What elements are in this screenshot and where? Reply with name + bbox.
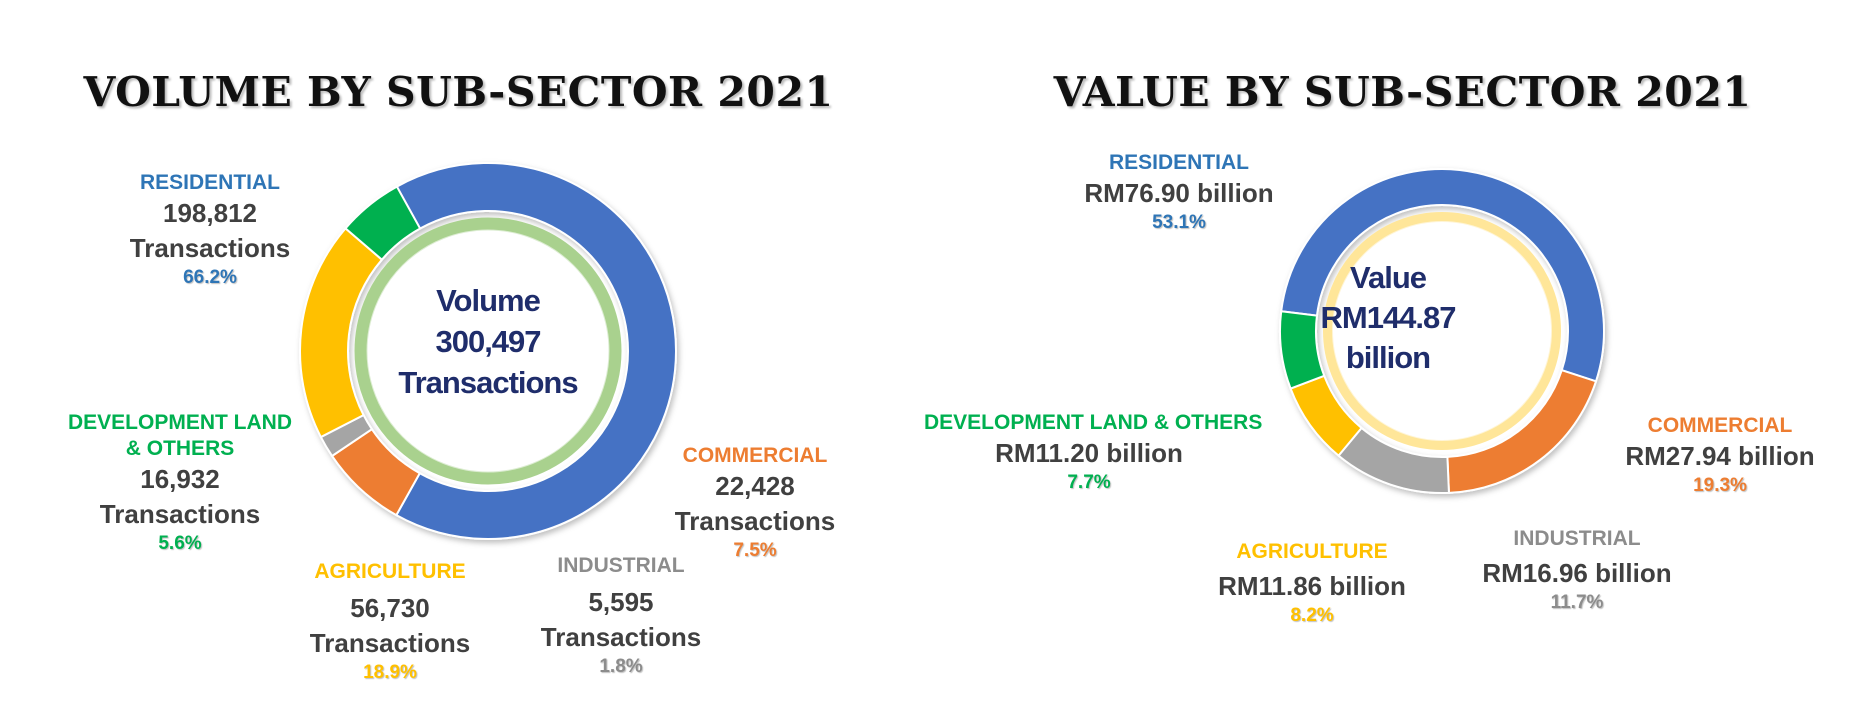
volume-label-development-percent: 5.6% [158,533,202,554]
volume-donut-chart [299,162,677,540]
volume-label-commercial-name: COMMERCIAL [682,444,828,467]
value-label-commercial-percent: 19.3% [1693,475,1747,496]
value-slice-residential [1280,168,1605,383]
volume-label-residential-unit: Transactions [129,233,291,263]
volume-label-development-name: DEVELOPMENT LAND [67,411,292,434]
value-label-commercial: COMMERCIAL RM27.94 billion 19.3% [1605,413,1835,498]
value-label-commercial-value: RM27.94 billion [1625,441,1815,471]
value-inner-ring [1323,212,1561,450]
value-label-agriculture-value: RM11.86 billion [1218,571,1406,601]
value-chart-panel: VALUE BY SUB-SECTOR 2021 Value RM144.87 … [924,0,1858,722]
volume-center-unit: Transactions [398,365,578,400]
value-center-unit: billion [1345,340,1431,375]
value-donut-chart [1279,168,1605,494]
value-label-industrial: INDUSTRIAL RM16.96 billion 11.7% [1462,526,1692,615]
volume-label-development-value: 16,932 [140,464,220,494]
volume-label-agriculture-name: AGRICULTURE [314,560,466,583]
value-center-label: Value RM144.87 billion [1268,258,1508,378]
value-label-agriculture: AGRICULTURE RM11.86 billion 8.2% [1197,539,1427,628]
volume-label-commercial-value: 22,428 [715,471,795,501]
volume-label-industrial-value: 5,595 [588,587,654,617]
volume-label-industrial-name: INDUSTRIAL [557,554,685,577]
volume-label-agriculture: AGRICULTURE 56,730 Transactions 18.9% [295,559,485,685]
volume-slice-residential [394,162,677,540]
volume-inner-ring-highlight [366,229,610,473]
volume-label-agriculture-percent: 18.9% [363,662,417,683]
value-label-industrial-name: INDUSTRIAL [1513,527,1641,550]
volume-label-agriculture-unit: Transactions [309,628,471,658]
volume-center-line1: Volume [436,283,541,318]
volume-label-industrial: INDUSTRIAL 5,595 Transactions 1.8% [526,553,716,679]
volume-chart-title: VOLUME BY SUB-SECTOR 2021 [83,68,834,116]
value-center-total: RM144.87 [1320,300,1456,335]
value-inner-ring-highlight [1332,221,1552,441]
volume-label-industrial-unit: Transactions [540,622,702,652]
volume-label-development: DEVELOPMENT LAND & OTHERS 16,932 Transac… [55,410,305,556]
volume-center-total: 300,497 [435,324,541,359]
volume-label-residential-percent: 66.2% [183,267,237,288]
volume-label-commercial: COMMERCIAL 22,428 Transactions 7.5% [660,443,850,563]
value-label-development-value: RM11.20 billion [995,438,1183,468]
volume-label-development-name-line2: & OTHERS [125,437,235,460]
value-label-industrial-percent: 11.7% [1550,592,1604,613]
value-label-residential-name: RESIDENTIAL [1108,151,1249,174]
value-label-development-name: DEVELOPMENT LAND & OTHERS [924,411,1263,434]
volume-label-residential: RESIDENTIAL 198,812 Transactions 66.2% [115,170,305,290]
volume-label-agriculture-value: 56,730 [350,593,430,623]
value-label-development: DEVELOPMENT LAND & OTHERS RM11.20 billio… [924,410,1263,495]
volume-chart-panel: VOLUME BY SUB-SECTOR 2021 Volume 300,497… [55,68,850,685]
value-label-industrial-value: RM16.96 billion [1482,558,1672,588]
value-label-residential: RESIDENTIAL RM76.90 billion 53.1% [1069,150,1289,235]
volume-center-label: Volume 300,497 Transactions [368,280,608,403]
value-chart-title: VALUE BY SUB-SECTOR 2021 [1053,68,1752,116]
volume-label-industrial-percent: 1.8% [599,656,643,677]
volume-label-residential-name: RESIDENTIAL [139,171,280,194]
volume-label-development-unit: Transactions [99,499,261,529]
volume-slice-development [344,185,422,262]
value-label-residential-percent: 53.1% [1152,212,1206,233]
value-label-agriculture-percent: 8.2% [1290,605,1334,626]
value-label-commercial-name: COMMERCIAL [1647,414,1793,437]
value-slice-development [1279,310,1326,390]
value-label-development-percent: 7.7% [1067,472,1111,493]
volume-label-commercial-unit: Transactions [674,506,836,536]
value-label-agriculture-name: AGRICULTURE [1236,540,1388,563]
volume-label-residential-value: 198,812 [163,198,257,228]
value-label-residential-value: RM76.90 billion [1084,178,1274,208]
volume-inner-ring [354,217,622,485]
value-center-line1: Value [1350,260,1427,295]
volume-label-commercial-percent: 7.5% [733,540,777,561]
